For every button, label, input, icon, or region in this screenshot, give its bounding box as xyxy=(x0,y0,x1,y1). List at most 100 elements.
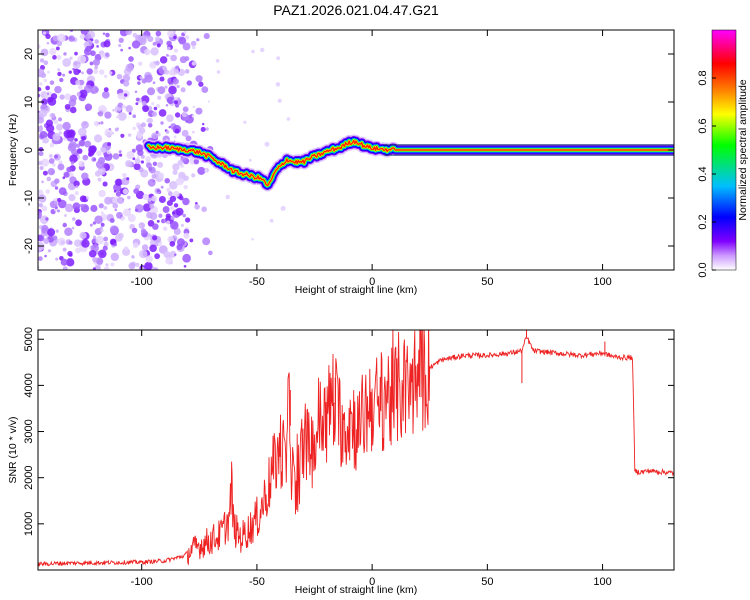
spectrogram-noise-blob xyxy=(137,149,144,156)
spectrogram-noise-blob xyxy=(128,262,136,270)
spectrogram-noise-blob xyxy=(166,220,171,225)
spectrogram-noise-blob xyxy=(54,186,59,190)
spectrogram-noise-blob xyxy=(132,114,137,119)
spectrogram-noise-blob xyxy=(269,218,274,223)
spectrogram-noise-blob xyxy=(182,213,187,218)
spectrogram-noise-blob xyxy=(135,102,139,106)
spectrogram-noise-blob xyxy=(45,107,49,111)
spectrogram-noise-blob xyxy=(158,172,165,179)
spectrogram-noise-blob xyxy=(64,93,72,101)
spectrogram-noise-blob xyxy=(57,33,66,43)
spectrogram-noise-blob xyxy=(68,35,75,42)
spectrogram-noise-blob xyxy=(172,169,178,176)
spectrogram-noise-blob xyxy=(120,48,124,52)
spectrogram-noise-blob xyxy=(51,113,56,118)
spectrogram-noise-blob xyxy=(38,109,48,118)
spectrogram-noise-blob xyxy=(134,208,139,212)
spectrogram-noise-blob xyxy=(76,148,83,154)
spectrogram-noise-blob xyxy=(102,181,108,187)
spectrogram-noise-blob xyxy=(169,195,177,203)
spectrogram-noise-blob xyxy=(122,188,129,195)
spectrogram-noise-blob xyxy=(173,100,179,105)
spectrogram-noise-blob xyxy=(38,87,42,92)
spectrogram-noise-blob xyxy=(202,237,211,246)
spectrogram-noise-blob xyxy=(47,97,57,106)
spectrogram-noise-blob xyxy=(58,160,63,165)
spectrogram-noise-blob xyxy=(49,80,55,85)
spectrogram-y-tick-label: 0 xyxy=(23,147,35,153)
spectrogram-noise-blob xyxy=(45,189,50,194)
spectrogram-noise-blob xyxy=(100,211,104,215)
spectrogram-noise-blob xyxy=(41,180,44,184)
spectrogram-noise-blob xyxy=(92,235,97,239)
spectrogram-noise-blob xyxy=(54,208,58,212)
spectrogram-noise-blob xyxy=(123,93,128,97)
spectrogram-noise-blob xyxy=(63,52,67,56)
spectrogram-noise-blob xyxy=(39,165,44,171)
spectrogram-noise-blob xyxy=(194,204,200,210)
spectrogram-noise-blob xyxy=(116,73,123,80)
spectrogram-noise-blob xyxy=(144,48,151,56)
spectrogram-noise-blob xyxy=(74,138,78,142)
snr-x-tick-label: 100 xyxy=(593,576,611,588)
spectrogram-noise-blob xyxy=(81,135,87,141)
spectrogram-noise-blob xyxy=(195,75,203,83)
spectrogram-noise-blob xyxy=(112,108,115,112)
spectrogram-noise-blob xyxy=(173,227,181,236)
spectrogram-noise-blob xyxy=(94,215,103,224)
spectrogram-noise-blob xyxy=(102,32,106,35)
spectrogram-noise-blob xyxy=(38,160,43,166)
spectrogram-noise-blob xyxy=(158,213,163,218)
spectrogram-noise-blob xyxy=(55,257,59,261)
spectrogram-noise-blob xyxy=(139,127,146,134)
spectrogram-noise-blob xyxy=(90,204,98,213)
spectrogram-noise-blob xyxy=(48,158,55,164)
spectrogram-noise-blob xyxy=(53,119,59,125)
spectrogram-noise-blob xyxy=(191,173,196,178)
spectrogram-y-tick-label: 20 xyxy=(23,48,35,60)
snr-x-tick-label: 50 xyxy=(481,576,493,588)
spectrogram-noise-blob xyxy=(73,68,80,76)
spectrogram-noise-blob xyxy=(78,89,88,99)
snr-y-tick-label: 1000 xyxy=(23,512,35,536)
spectrogram-noise-blob xyxy=(85,196,90,200)
snr-y-tick-label: 3000 xyxy=(23,419,35,443)
spectrogram-noise-blob xyxy=(175,65,180,70)
spectrogram-noise-blob xyxy=(57,68,61,72)
spectrogram-noise-blob xyxy=(55,46,60,51)
spectrogram-noise-blob xyxy=(133,163,141,171)
spectrogram-noise-blob xyxy=(72,217,76,221)
spectrogram-noise-blob xyxy=(57,71,62,77)
spectrogram-noise-blob xyxy=(166,46,171,51)
spectrogram-noise-blob xyxy=(140,154,145,159)
spectrogram-noise-blob xyxy=(100,228,104,233)
spectrogram-noise-blob xyxy=(152,235,158,241)
spectrogram-noise-blob xyxy=(112,153,120,160)
spectrogram-noise-blob xyxy=(163,250,171,258)
spectrogram-noise-blob xyxy=(94,264,101,270)
spectrogram-noise-blob xyxy=(114,233,123,242)
spectrogram-noise-blob xyxy=(178,36,187,45)
spectrogram-noise-blob xyxy=(113,190,117,193)
spectrogram-noise-blob xyxy=(125,63,134,72)
spectrogram-noise-blob xyxy=(184,56,190,62)
signal-band-red xyxy=(147,139,674,187)
spectrogram-noise-blob xyxy=(40,72,47,79)
spectrogram-noise-blob xyxy=(149,244,157,253)
spectrogram-noise-blob xyxy=(131,227,138,234)
spectrogram-noise-blob xyxy=(114,127,119,132)
spectrogram-noise-blob xyxy=(38,125,44,133)
spectrogram-noise-blob xyxy=(126,195,131,200)
spectrogram-noise-blob xyxy=(90,38,94,42)
spectrogram-noise-blob xyxy=(201,86,209,93)
spectrogram-noise-blob xyxy=(41,158,50,167)
spectrogram-noise-blob xyxy=(62,266,68,270)
spectrogram-noise-blob xyxy=(66,166,72,173)
spectrogram-noise-blob xyxy=(162,205,170,213)
spectrogram-noise-blob xyxy=(286,117,291,121)
spectrogram-noise-blob xyxy=(276,56,281,61)
spectrogram-noise-blob xyxy=(183,232,190,239)
spectrogram-noise-blob xyxy=(92,257,98,263)
spectrogram-noise-blob xyxy=(200,126,206,132)
spectrogram-noise-blob xyxy=(154,36,160,42)
